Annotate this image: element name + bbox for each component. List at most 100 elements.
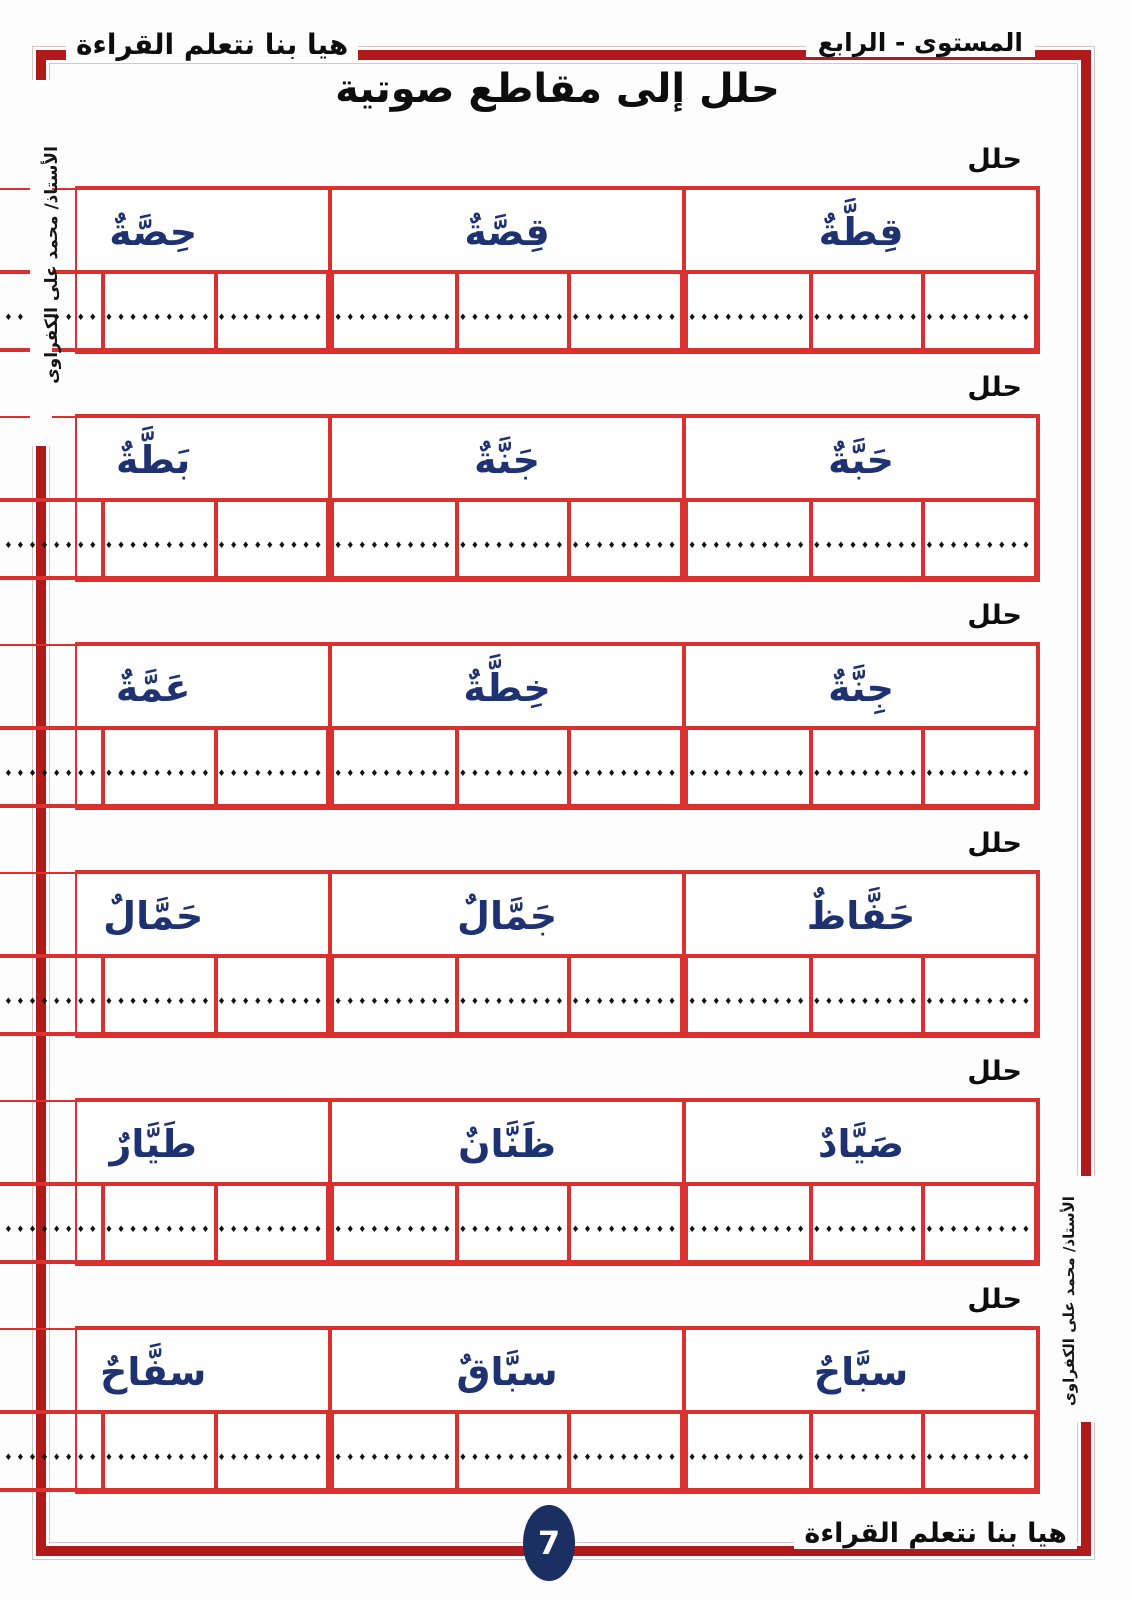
- word-column: صَيَّادٌ ♦♦♦♦♦♦♦♦♦ ♦♦♦♦♦♦♦♦♦ ♦♦♦♦♦♦♦♦♦♦: [684, 1100, 1038, 1264]
- word-column: جَنَّةٌ ♦♦♦♦♦♦♦♦♦ ♦♦♦♦♦♦♦♦♦ ♦♦♦♦♦♦♦♦♦♦: [330, 416, 685, 580]
- answer-cell[interactable]: ♦♦♦♦♦♦♦♦♦: [456, 500, 570, 578]
- word-column: سبَّاحٌ ♦♦♦♦♦♦♦♦♦ ♦♦♦♦♦♦♦♦♦ ♦♦♦♦♦♦♦♦♦♦: [684, 1328, 1038, 1492]
- section-label: حلل: [967, 600, 1022, 631]
- word-cell: بَطَّةٌ: [0, 418, 329, 500]
- dots-placeholder: ♦♦♦♦♦♦♦♦♦: [217, 541, 327, 551]
- answer-cell[interactable]: ♦♦♦♦♦♦♦♦♦: [569, 956, 683, 1034]
- dots-placeholder: ♦♦♦♦♦♦♦♦♦: [925, 769, 1034, 779]
- answer-cell[interactable]: ♦♦♦♦♦♦♦♦♦♦: [0, 1412, 103, 1490]
- answer-cell[interactable]: ♦♦♦♦♦♦♦♦♦♦: [332, 500, 457, 578]
- dots-placeholder: ♦♦♦♦♦♦♦♦♦: [458, 1453, 568, 1463]
- answer-cell[interactable]: ♦♦♦♦♦♦♦♦♦: [569, 1412, 683, 1490]
- answer-cell[interactable]: ♦♦♦♦♦♦♦♦♦: [456, 1184, 570, 1262]
- dots-placeholder: ♦♦♦♦♦♦♦♦♦: [571, 769, 681, 779]
- dots-placeholder: ♦♦♦♦♦♦♦♦♦: [812, 1453, 922, 1463]
- answer-cell[interactable]: ♦♦♦♦♦♦♦♦♦: [923, 500, 1036, 578]
- answer-cell[interactable]: ♦♦♦♦♦♦♦♦♦: [810, 956, 924, 1034]
- dots-placeholder: ♦♦♦♦♦♦♦♦♦♦: [688, 769, 809, 779]
- answer-cell[interactable]: ♦♦♦♦♦♦♦♦♦: [102, 500, 216, 578]
- answer-cell[interactable]: ♦♦♦♦♦♦♦♦♦♦: [686, 728, 811, 806]
- dots-placeholder: ♦♦♦♦♦♦♦♦♦: [458, 1225, 568, 1235]
- answer-row: ♦♦♦♦♦♦♦♦♦♦♦♦♦♦♦♦♦♦♦♦♦♦♦♦♦♦♦♦: [0, 1184, 329, 1262]
- word-cell: طَيَّارٌ: [0, 1102, 329, 1184]
- answer-cell[interactable]: ♦♦♦♦♦♦♦♦♦: [923, 1412, 1036, 1490]
- word-column: خِطَّةٌ ♦♦♦♦♦♦♦♦♦ ♦♦♦♦♦♦♦♦♦ ♦♦♦♦♦♦♦♦♦♦: [330, 644, 685, 808]
- answer-cell[interactable]: ♦♦♦♦♦♦♦♦♦: [102, 272, 216, 350]
- answer-cell[interactable]: ♦♦♦♦♦♦♦♦♦: [923, 956, 1036, 1034]
- dots-placeholder: ♦♦♦♦♦♦♦♦♦♦: [688, 1225, 809, 1235]
- answer-cell[interactable]: ♦♦♦♦♦♦♦♦♦: [569, 272, 683, 350]
- answer-cell[interactable]: ♦♦♦♦♦♦♦♦♦♦: [332, 1412, 457, 1490]
- section-label: حلل: [967, 1056, 1022, 1087]
- answer-cell[interactable]: ♦♦♦♦♦♦♦♦♦: [810, 500, 924, 578]
- answer-cell[interactable]: ♦♦♦♦♦♦♦♦♦: [215, 500, 329, 578]
- answer-cell[interactable]: ♦♦♦♦♦♦♦♦♦: [810, 1412, 924, 1490]
- header-series-title: هيا بنا نتعلم القراءة: [66, 28, 359, 61]
- dots-placeholder: ♦♦♦♦♦♦♦♦♦: [104, 1225, 214, 1235]
- section-table: جِنَّةٌ ♦♦♦♦♦♦♦♦♦ ♦♦♦♦♦♦♦♦♦ ♦♦♦♦♦♦♦♦♦♦ خِطَّ…: [0, 642, 1040, 810]
- dots-placeholder: ♦♦♦♦♦♦♦♦♦: [104, 769, 214, 779]
- answer-cell[interactable]: ♦♦♦♦♦♦♦♦♦: [923, 728, 1036, 806]
- answer-cell[interactable]: ♦♦♦♦♦♦♦♦♦: [569, 1184, 683, 1262]
- answer-cell[interactable]: ♦♦♦♦♦♦♦♦♦: [215, 1412, 329, 1490]
- word-cell: سفَّاحٌ: [0, 1330, 329, 1412]
- dots-placeholder: ♦♦♦♦♦♦♦♦♦: [925, 997, 1034, 1007]
- answer-cell[interactable]: ♦♦♦♦♦♦♦♦♦: [102, 1184, 216, 1262]
- dots-placeholder: ♦♦♦♦♦♦♦♦♦: [571, 541, 681, 551]
- answer-cell[interactable]: ♦♦♦♦♦♦♦♦♦♦: [686, 956, 811, 1034]
- dots-placeholder: ♦♦♦♦♦♦♦♦♦: [458, 769, 568, 779]
- answer-row: ♦♦♦♦♦♦♦♦♦♦♦♦♦♦♦♦♦♦♦♦♦♦♦♦♦♦♦♦: [686, 728, 1036, 806]
- section-table: حَفَّاظٌ ♦♦♦♦♦♦♦♦♦ ♦♦♦♦♦♦♦♦♦ ♦♦♦♦♦♦♦♦♦♦ جَمَ…: [0, 870, 1040, 1038]
- word-column: جِنَّةٌ ♦♦♦♦♦♦♦♦♦ ♦♦♦♦♦♦♦♦♦ ♦♦♦♦♦♦♦♦♦♦: [684, 644, 1038, 808]
- dots-placeholder: ♦♦♦♦♦♦♦♦♦: [217, 997, 327, 1007]
- answer-cell[interactable]: ♦♦♦♦♦♦♦♦♦♦: [686, 272, 811, 350]
- answer-cell[interactable]: ♦♦♦♦♦♦♦♦♦: [215, 1184, 329, 1262]
- word-column: سبَّاقٌ ♦♦♦♦♦♦♦♦♦ ♦♦♦♦♦♦♦♦♦ ♦♦♦♦♦♦♦♦♦♦: [330, 1328, 685, 1492]
- answer-cell[interactable]: ♦♦♦♦♦♦♦♦♦: [569, 728, 683, 806]
- answer-cell[interactable]: ♦♦♦♦♦♦♦♦♦: [215, 272, 329, 350]
- answer-cell[interactable]: ♦♦♦♦♦♦♦♦♦: [923, 272, 1036, 350]
- answer-cell[interactable]: ♦♦♦♦♦♦♦♦♦♦: [0, 500, 103, 578]
- answer-cell[interactable]: ♦♦♦♦♦♦♦♦♦: [102, 1412, 216, 1490]
- answer-cell[interactable]: ♦♦♦♦♦♦♦♦♦: [102, 956, 216, 1034]
- answer-cell[interactable]: ♦♦♦♦♦♦♦♦♦: [923, 1184, 1036, 1262]
- answer-cell[interactable]: ♦♦♦♦♦♦♦♦♦♦: [332, 956, 457, 1034]
- answer-row: ♦♦♦♦♦♦♦♦♦♦♦♦♦♦♦♦♦♦♦♦♦♦♦♦♦♦♦♦: [686, 500, 1036, 578]
- header-level-label: المستوى - الرابع: [805, 28, 1035, 57]
- dots-placeholder: ♦♦♦♦♦♦♦♦♦♦: [334, 541, 455, 551]
- answer-row: ♦♦♦♦♦♦♦♦♦♦♦♦♦♦♦♦♦♦♦♦♦♦♦♦♦♦♦♦: [332, 1412, 683, 1490]
- dots-placeholder: ♦♦♦♦♦♦♦♦♦♦: [0, 1453, 101, 1463]
- answer-cell[interactable]: ♦♦♦♦♦♦♦♦♦: [102, 728, 216, 806]
- answer-cell[interactable]: ♦♦♦♦♦♦♦♦♦♦: [0, 728, 103, 806]
- answer-cell[interactable]: ♦♦♦♦♦♦♦♦♦: [215, 728, 329, 806]
- answer-row: ♦♦♦♦♦♦♦♦♦♦♦♦♦♦♦♦♦♦♦♦♦♦♦♦♦♦♦♦: [686, 956, 1036, 1034]
- word-cell: خِطَّةٌ: [332, 646, 683, 728]
- answer-cell[interactable]: ♦♦♦♦♦♦♦♦♦♦: [686, 1184, 811, 1262]
- answer-cell[interactable]: ♦♦♦♦♦♦♦♦♦♦: [0, 956, 103, 1034]
- answer-cell[interactable]: ♦♦♦♦♦♦♦♦♦♦: [332, 272, 457, 350]
- word-cell: سبَّاقٌ: [332, 1330, 683, 1412]
- answer-cell[interactable]: ♦♦♦♦♦♦♦♦♦: [456, 728, 570, 806]
- answer-cell[interactable]: ♦♦♦♦♦♦♦♦♦: [215, 956, 329, 1034]
- word-cell: قِطَّةٌ: [686, 190, 1036, 272]
- answer-cell[interactable]: ♦♦♦♦♦♦♦♦♦: [810, 728, 924, 806]
- answer-cell[interactable]: ♦♦♦♦♦♦♦♦♦: [569, 500, 683, 578]
- dots-placeholder: ♦♦♦♦♦♦♦♦♦: [812, 769, 922, 779]
- word-cell: جَمَّالٌ: [332, 874, 683, 956]
- answer-cell[interactable]: ♦♦♦♦♦♦♦♦♦♦: [686, 1412, 811, 1490]
- dots-placeholder: ♦♦♦♦♦♦♦♦♦: [925, 1225, 1034, 1235]
- answer-cell[interactable]: ♦♦♦♦♦♦♦♦♦: [810, 1184, 924, 1262]
- answer-cell[interactable]: ♦♦♦♦♦♦♦♦♦♦: [332, 728, 457, 806]
- answer-cell[interactable]: ♦♦♦♦♦♦♦♦♦: [810, 272, 924, 350]
- answer-cell[interactable]: ♦♦♦♦♦♦♦♦♦♦: [686, 500, 811, 578]
- word-column: قِصَّةٌ ♦♦♦♦♦♦♦♦♦ ♦♦♦♦♦♦♦♦♦ ♦♦♦♦♦♦♦♦♦♦: [330, 188, 685, 352]
- dots-placeholder: ♦♦♦♦♦♦♦♦♦: [217, 1225, 327, 1235]
- answer-cell[interactable]: ♦♦♦♦♦♦♦♦♦♦: [0, 1184, 103, 1262]
- dots-placeholder: ♦♦♦♦♦♦♦♦♦♦: [0, 769, 101, 779]
- answer-cell[interactable]: ♦♦♦♦♦♦♦♦♦: [456, 1412, 570, 1490]
- answer-cell[interactable]: ♦♦♦♦♦♦♦♦♦♦: [332, 1184, 457, 1262]
- answer-cell[interactable]: ♦♦♦♦♦♦♦♦♦: [456, 956, 570, 1034]
- dots-placeholder: ♦♦♦♦♦♦♦♦♦: [458, 313, 568, 323]
- word-column: حَفَّاظٌ ♦♦♦♦♦♦♦♦♦ ♦♦♦♦♦♦♦♦♦ ♦♦♦♦♦♦♦♦♦♦: [684, 872, 1038, 1036]
- answer-cell[interactable]: ♦♦♦♦♦♦♦♦♦: [456, 272, 570, 350]
